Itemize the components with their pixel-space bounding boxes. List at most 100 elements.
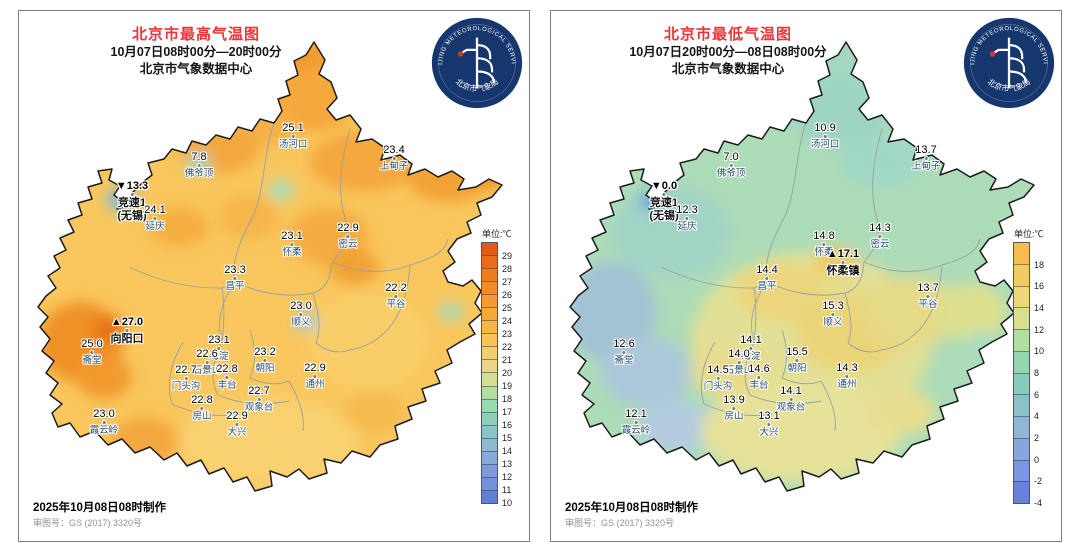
made-date: 2025年10月08日08时制作 bbox=[33, 502, 166, 514]
map-station: 23.0 顺义 bbox=[290, 301, 311, 329]
station-name-label: 霞云岭 bbox=[621, 425, 651, 436]
legend-colorbar: 29 28 27 26 25 24 23 22 21 20 19 18 17 16 15 14 13 12 11 10 bbox=[481, 242, 512, 508]
station-temperature-value: 13.7 bbox=[915, 144, 937, 156]
temperature-legend: 单位:℃ 29 28 27 26 25 24 23 22 21 20 19 18 17 16 15 14 13 1… bbox=[481, 227, 526, 508]
map-station: 14.3 通州 bbox=[836, 363, 857, 391]
legend-unit-label: 单位:℃ bbox=[482, 229, 512, 239]
station-temperature-value: 23.2 bbox=[254, 346, 276, 358]
station-name-label: 通州 bbox=[305, 379, 325, 390]
map-area: 10.9 汤河口 13.7 上甸子 7.0 佛爷顶 ▼0.0 竞速1 (无锡) 12.3 延庆 14… bbox=[551, 11, 1061, 541]
map-station: 12.1 霞云岭 bbox=[621, 409, 651, 437]
station-marker-dot bbox=[90, 351, 94, 354]
legend-tick: 26 bbox=[502, 290, 513, 300]
map-station: 23.1 海淀 bbox=[208, 335, 229, 363]
logo-ring bbox=[970, 24, 1048, 102]
legend-tick: 14 bbox=[502, 446, 513, 456]
station-marker-dot bbox=[233, 277, 237, 280]
station-name-label: 怀柔 bbox=[814, 247, 834, 258]
legend-cell bbox=[482, 307, 497, 321]
station-name-label: 房山 bbox=[192, 411, 212, 422]
station-name-label: 密云 bbox=[870, 239, 890, 250]
station-temperature-value: ▲17.1 bbox=[826, 248, 860, 260]
legend-tick: 18 bbox=[1034, 259, 1045, 270]
legend-cell bbox=[482, 372, 497, 386]
legend-cell bbox=[482, 463, 497, 477]
station-marker-dot bbox=[263, 359, 267, 362]
station-temperature-value: 22.7 bbox=[175, 364, 197, 376]
legend-tick: 11 bbox=[502, 485, 512, 495]
bms-logo: BEIJING METEOROLOGICAL SERVICE 北京市气象局 bbox=[428, 12, 524, 110]
map-station: ▲17.1 怀柔镇 bbox=[827, 249, 860, 278]
map-station: 14.8 怀柔 bbox=[813, 231, 834, 259]
map-station: 14.4 昌平 bbox=[756, 265, 777, 293]
station-name-label: 佛爷顶 bbox=[716, 168, 746, 179]
station-temperature-value: 23.1 bbox=[281, 230, 303, 242]
station-marker-dot bbox=[235, 423, 239, 426]
station-temperature-value: 23.3 bbox=[224, 264, 246, 276]
station-marker-dot bbox=[926, 295, 930, 298]
map-station: 22.7 观象台 bbox=[245, 386, 274, 414]
station-name-label: 佛爷顶 bbox=[184, 168, 214, 179]
station-marker-dot bbox=[205, 361, 209, 364]
legend-tick: 21 bbox=[502, 355, 513, 365]
station-marker-dot bbox=[392, 157, 396, 160]
legend-tick: 12 bbox=[502, 472, 513, 482]
legend-unit-label: 单位:℃ bbox=[1014, 229, 1044, 239]
station-name-label: 上甸子 bbox=[379, 161, 409, 172]
station-temperature-value: ▲27.0 bbox=[110, 316, 144, 328]
station-name-label: 门头沟 bbox=[171, 381, 201, 392]
legend-tick: 23 bbox=[502, 329, 513, 339]
station-name-label: 房山 bbox=[724, 411, 744, 422]
station-temperature-value: 22.9 bbox=[304, 362, 326, 374]
station-marker-dot bbox=[394, 295, 398, 298]
legend-cell bbox=[482, 450, 497, 464]
legend-cell bbox=[1014, 437, 1029, 460]
legend-tick: 0 bbox=[1034, 454, 1040, 465]
legend-cell bbox=[1014, 394, 1029, 416]
legend-tick: 2 bbox=[1034, 433, 1040, 443]
map-station: 22.9 通州 bbox=[304, 362, 326, 391]
station-temperature-value: 13.9 bbox=[723, 394, 745, 406]
station-marker-dot bbox=[878, 235, 882, 238]
legend-tick: 22 bbox=[502, 342, 513, 352]
map-source: 北京市气象数据中心 bbox=[671, 61, 785, 76]
legend-tick: 10 bbox=[1034, 346, 1045, 357]
legend-cell bbox=[1014, 329, 1029, 351]
station-marker-dot bbox=[299, 313, 303, 316]
legend-tick: 29 bbox=[502, 251, 513, 261]
legend-cell bbox=[482, 346, 497, 360]
station-marker-dot bbox=[225, 376, 229, 379]
station-name-label: 竞速1 (无锡) bbox=[649, 197, 679, 223]
station-marker-dot bbox=[732, 407, 736, 410]
map-station: 12.6 斋堂 bbox=[613, 339, 634, 367]
legend-cell bbox=[1014, 350, 1029, 373]
map-station: 13.7 上甸子 bbox=[912, 144, 941, 173]
weather-tower-icon bbox=[458, 37, 496, 89]
map-station: 25.1 汤河口 bbox=[279, 123, 308, 151]
station-temperature-value: 14.5 bbox=[707, 364, 729, 376]
logo-ring bbox=[438, 24, 516, 102]
map-station: 14.1 观象台 bbox=[777, 386, 806, 414]
map-station: 23.4 上甸子 bbox=[379, 145, 409, 173]
map-station: 13.1 大兴 bbox=[758, 411, 779, 439]
map-station: 14.6 丰台 bbox=[748, 364, 769, 392]
station-marker-dot bbox=[622, 351, 626, 354]
weather-tower-icon bbox=[990, 37, 1028, 89]
station-marker-dot bbox=[313, 375, 317, 378]
map-station: 7.0 佛爷顶 bbox=[716, 152, 746, 180]
station-marker-dot bbox=[822, 243, 826, 246]
beijing-map bbox=[37, 41, 503, 492]
legend-tick: 28 bbox=[502, 264, 513, 274]
station-name-label: 通州 bbox=[837, 379, 857, 390]
map-title: 北京市最低气温图 bbox=[663, 26, 792, 43]
station-marker-dot bbox=[217, 347, 221, 350]
map-area: 25.1 汤河口 23.4 上甸子 7.8 佛爷顶 ▼13.3 竞速1 (无锡) 24.1 延庆 2… bbox=[19, 11, 529, 541]
legend-cell bbox=[482, 489, 497, 503]
map-station: 24.1 延庆 bbox=[144, 205, 165, 233]
station-marker-dot bbox=[749, 347, 753, 350]
municipal-boundary bbox=[569, 41, 1035, 492]
station-marker-dot bbox=[291, 135, 295, 138]
station-marker-dot bbox=[290, 243, 294, 246]
station-temperature-value: 15.5 bbox=[786, 346, 808, 358]
station-name-label: 平谷 bbox=[386, 299, 406, 310]
